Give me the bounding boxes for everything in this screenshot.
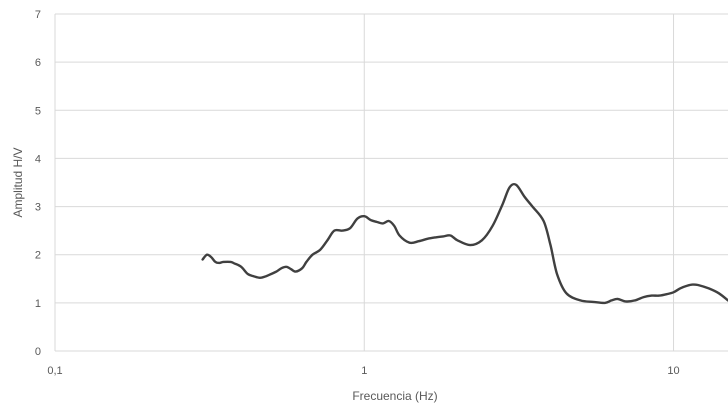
x-axis-title: Frecuencia (Hz) xyxy=(352,389,437,403)
series-group xyxy=(201,182,728,305)
gridlines xyxy=(54,13,728,352)
x-tick-label: 0,1 xyxy=(47,365,62,377)
y-tick-label: 2 xyxy=(35,250,41,262)
x-axis-ticks: 0,1 1 10 xyxy=(47,365,679,377)
y-axis-title: Amplitud H/V xyxy=(11,147,25,217)
y-tick-label: 0 xyxy=(35,346,41,358)
y-tick-label: 1 xyxy=(35,298,41,310)
series-line xyxy=(201,182,728,305)
x-tick-label: 1 xyxy=(361,365,367,377)
y-axis-ticks: 0 1 2 3 4 5 6 7 xyxy=(35,9,41,358)
y-tick-label: 7 xyxy=(35,9,41,21)
y-tick-label: 6 xyxy=(35,57,41,69)
x-tick-label: 10 xyxy=(667,365,679,377)
y-tick-label: 4 xyxy=(35,153,41,165)
y-tick-label: 3 xyxy=(35,202,41,214)
y-tick-label: 5 xyxy=(35,105,41,117)
